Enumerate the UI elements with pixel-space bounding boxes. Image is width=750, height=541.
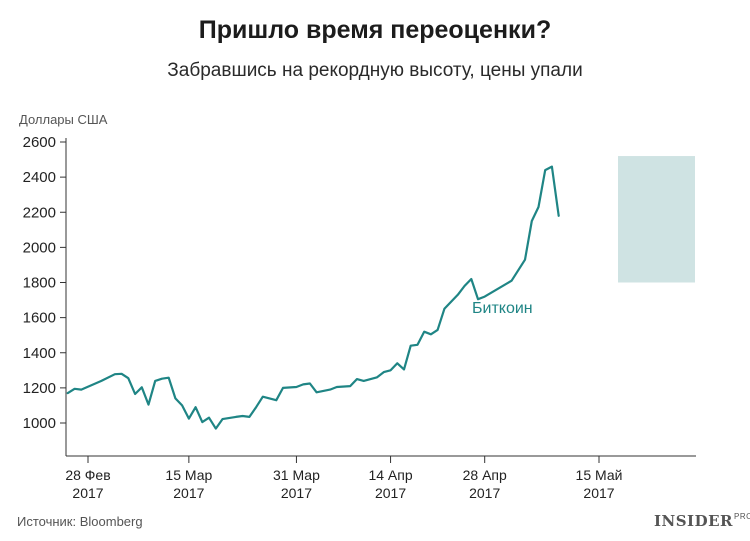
source-note: Источник: Bloomberg [17, 514, 143, 529]
y-tick-label: 1800 [23, 275, 56, 292]
x-tick-label: 15 Мар [165, 467, 212, 483]
x-tick-label: 15 Май [576, 467, 623, 483]
x-tick-label: 31 Мар [273, 467, 320, 483]
y-tick-label: 1200 [23, 380, 56, 397]
chart-subtitle: Забравшись на рекордную высоту, цены упа… [167, 60, 583, 81]
insider-pro-logo: INSIDERPRO [654, 512, 750, 530]
series-line-bitcoin [66, 165, 560, 430]
series-label-bitcoin: Биткоин [472, 300, 533, 317]
logo-suffix: PRO [733, 512, 750, 521]
x-tick-year-label: 2017 [469, 485, 500, 501]
x-tick-label: 28 Апр [463, 467, 507, 483]
y-tick-label: 2200 [23, 204, 56, 221]
x-tick-year-label: 2017 [375, 485, 406, 501]
y-tick-label: 1600 [23, 310, 56, 327]
x-tick-year-label: 2017 [281, 485, 312, 501]
x-tick-year-label: 2017 [72, 485, 103, 501]
chart-title: Пришло время переоценки? [198, 16, 552, 44]
y-axis-label: Доллары США [19, 112, 108, 127]
logo-text: INSIDER [654, 512, 733, 530]
x-tick-label: 28 Фев [65, 467, 110, 483]
y-tick-label: 1400 [23, 345, 56, 362]
x-tick-year-label: 2017 [583, 485, 614, 501]
x-tick-year-label: 2017 [173, 485, 204, 501]
y-tick-label: 1000 [23, 415, 56, 432]
x-tick-label: 14 Апр [368, 467, 412, 483]
highlight-region [618, 156, 695, 283]
y-tick-label: 2000 [23, 239, 56, 256]
y-tick-label: 2600 [23, 134, 56, 151]
y-tick-label: 2400 [23, 169, 56, 186]
